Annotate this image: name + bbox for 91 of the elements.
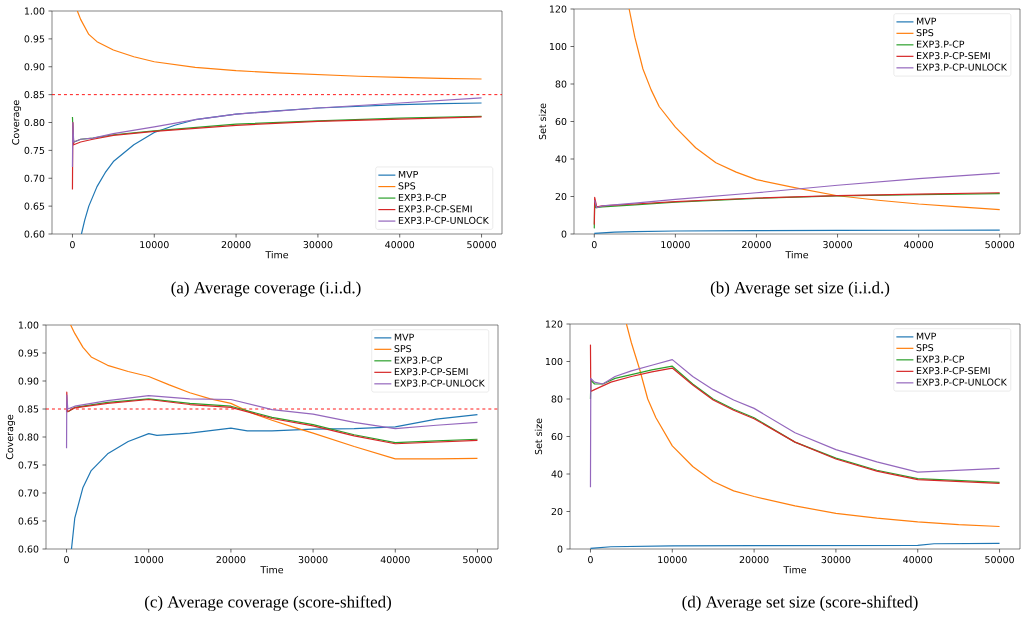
y-tick-label: 0.90	[18, 377, 39, 385]
legend-label: MVP	[916, 332, 936, 340]
x-tick-label: 40000	[385, 241, 415, 249]
legend-label: MVP	[394, 333, 414, 341]
line-series	[70, 414, 479, 550]
x-tick-label: 0	[588, 556, 593, 564]
y-axis-title: Coverage	[12, 100, 22, 145]
legend-label: EXP3.P-CP	[916, 355, 965, 363]
y-tick-label: 120	[549, 5, 567, 13]
x-tick-label: 50000	[985, 556, 1014, 564]
legend-label: EXP3.P-CP-SEMI	[916, 367, 990, 375]
text: (d) Average set size (score-shifted)	[682, 595, 918, 612]
y-tick-label: 40	[555, 155, 567, 163]
x-tick-label: 20000	[739, 556, 769, 564]
text: (b) Average set size (i.i.d.)	[710, 281, 890, 297]
legend-label: EXP3.P-CP	[394, 356, 443, 364]
y-tick-label: 0.80	[18, 433, 39, 441]
legend-label: EXP3.P-CP-UNLOCK	[916, 63, 1008, 71]
legend-label: SPS	[394, 345, 412, 353]
x-tick-label: 50000	[463, 556, 492, 564]
x-tick-label: 30000	[298, 556, 328, 564]
legend-label: SPS	[916, 344, 934, 352]
y-tick-label: 120	[545, 320, 563, 328]
y-tick-label: 100	[549, 42, 567, 51]
y-axis-title: Coverage	[6, 414, 16, 460]
x-tick-label: 40000	[903, 556, 933, 564]
y-tick-label: 0.85	[24, 91, 45, 99]
y-tick-label: 0.70	[24, 174, 45, 182]
x-tick-label: 30000	[821, 556, 851, 564]
y-tick-label: 0.80	[24, 118, 45, 127]
legend-label: MVP	[398, 170, 418, 178]
x-tick-label: 10000	[658, 556, 687, 564]
y-tick-label: 0.60	[18, 545, 39, 553]
line-series	[594, 172, 1001, 209]
y-tick-label: 0	[561, 230, 567, 238]
y-tick-label: 0.95	[18, 349, 39, 357]
y-tick-label: 100	[545, 357, 563, 366]
legend-label: EXP3.P-CP-SEMI	[916, 52, 990, 60]
y-tick-label: 0	[557, 545, 563, 553]
legend-label: EXP3.P-CP-UNLOCK	[394, 379, 485, 387]
y-tick-label: 0.70	[18, 489, 39, 497]
x-axis-title: Time	[783, 566, 807, 574]
legend-label: EXP3.P-CP	[398, 193, 447, 201]
x-tick-label: 10000	[140, 241, 169, 249]
y-axis-title: Set size	[534, 418, 543, 455]
y-tick-label: 0.90	[24, 63, 45, 71]
y-tick-label: 80	[551, 395, 563, 403]
y-tick-label: 60	[555, 117, 567, 126]
y-tick-label: 0.60	[24, 230, 45, 238]
legend-label: SPS	[398, 182, 416, 190]
y-tick-label: 1.00	[18, 321, 39, 329]
y-tick-label: 0.65	[24, 202, 45, 210]
y-tick-label: 0.95	[24, 35, 45, 43]
y-axis-title: Set size	[538, 103, 547, 140]
x-tick-label: 20000	[216, 556, 246, 564]
legend-label: MVP	[916, 17, 937, 25]
y-tick-label: 40	[551, 470, 563, 478]
x-tick-label: 20000	[742, 241, 771, 249]
legend-label: EXP3.P-CP-UNLOCK	[916, 378, 1008, 386]
y-tick-label: 20	[551, 507, 563, 516]
legend-label: EXP3.P-CP-UNLOCK	[398, 216, 490, 224]
x-tick-label: 50000	[467, 241, 496, 249]
y-tick-label: 0.75	[24, 146, 45, 154]
x-tick-label: 0	[591, 241, 597, 249]
y-tick-label: 80	[555, 80, 567, 88]
x-tick-label: 50000	[985, 241, 1015, 249]
legend-label: EXP3.P-CP-SEMI	[398, 205, 472, 213]
x-tick-label: 10000	[661, 241, 690, 249]
y-tick-label: 0.65	[18, 517, 39, 525]
y-tick-label: 20	[555, 192, 567, 201]
x-tick-label: 30000	[303, 241, 333, 249]
legend-label: EXP3.P-CP-SEMI	[394, 368, 468, 376]
x-tick-label: 0	[70, 241, 75, 249]
text: (a) Average coverage (i.i.d.)	[171, 281, 361, 297]
text: (c) Average coverage (score-shifted)	[145, 595, 391, 612]
x-axis-title: Time	[260, 566, 284, 574]
x-tick-label: 20000	[221, 241, 251, 249]
y-tick-label: 0.75	[18, 461, 39, 469]
y-tick-label: 1.00	[24, 7, 45, 15]
x-tick-label: 40000	[380, 556, 410, 564]
x-axis-title: Time	[265, 251, 289, 259]
x-tick-label: 40000	[904, 241, 934, 249]
x-tick-label: 30000	[823, 241, 852, 249]
legend-label: SPS	[916, 29, 934, 37]
y-tick-label: 60	[551, 432, 563, 441]
legend-label: EXP3.P-CP	[916, 40, 965, 48]
y-tick-label: 0.85	[18, 405, 39, 413]
x-tick-label: 0	[64, 556, 69, 564]
line-series	[71, 97, 483, 168]
x-axis-title: Time	[785, 251, 809, 259]
x-tick-label: 10000	[134, 556, 164, 564]
